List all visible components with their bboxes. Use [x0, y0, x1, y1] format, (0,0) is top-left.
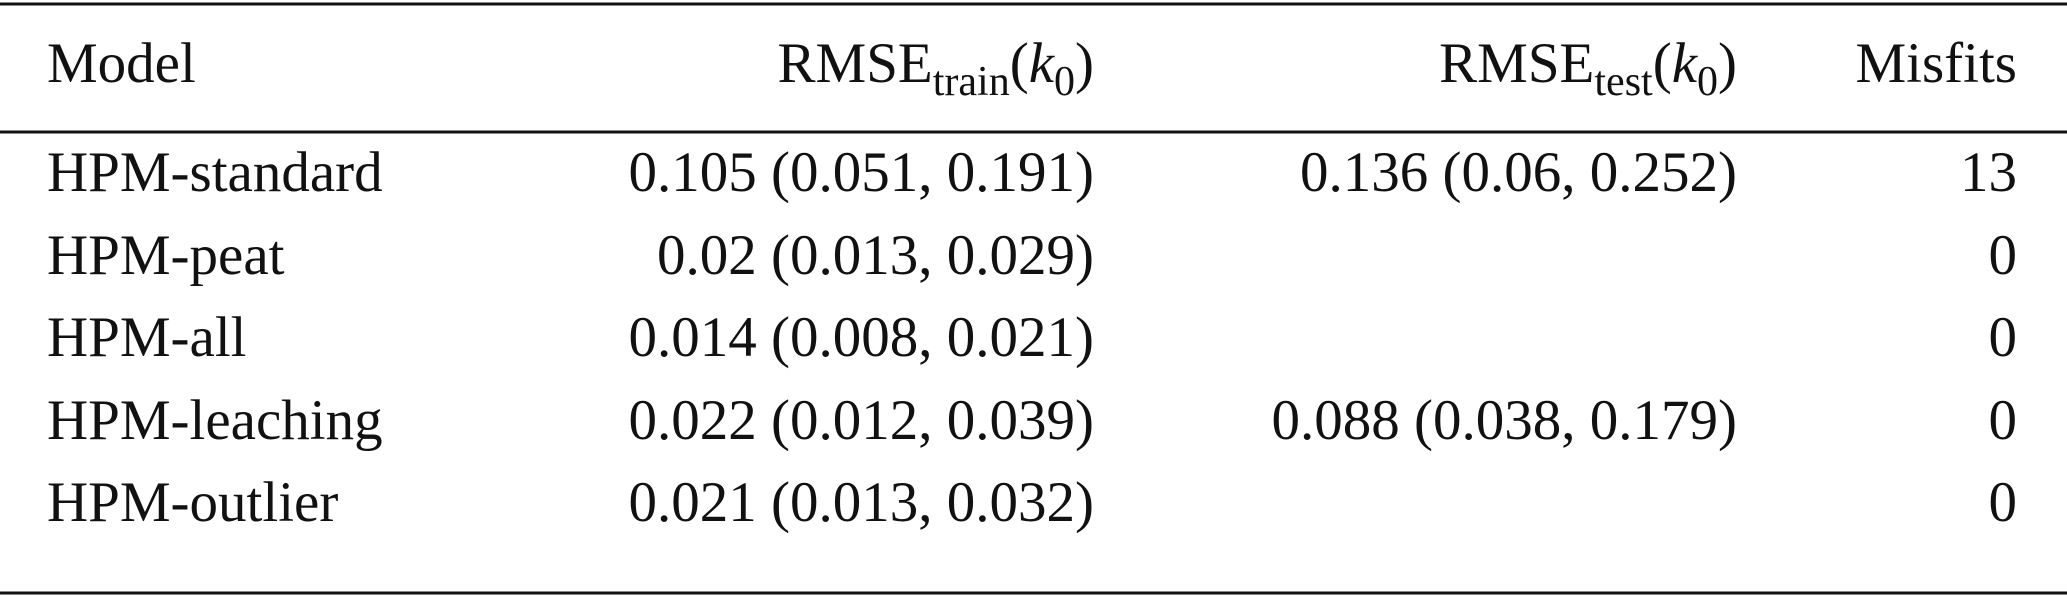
header-segment: 0 — [1054, 59, 1075, 105]
header-segment: RMSE — [778, 32, 933, 95]
table-cell: HPM-all — [47, 306, 247, 369]
header-segment: test — [1594, 59, 1653, 105]
table-cell: HPM-outlier — [47, 471, 338, 534]
table-cell: 0.021 (0.013, 0.032) — [629, 471, 1094, 534]
table-cell: 13 — [1960, 141, 2017, 204]
header-segment: train — [933, 59, 1010, 105]
table-cell: 0.136 (0.06, 0.252) — [1300, 141, 1737, 204]
header-segment: Model — [47, 32, 196, 95]
table-cell: 0 — [1989, 224, 2018, 287]
header-segment: ) — [1075, 32, 1094, 95]
table-cell: HPM-standard — [47, 141, 383, 204]
header-segment: RMSE — [1439, 32, 1594, 95]
header-segment: 0 — [1697, 59, 1718, 105]
header-cell: Misfits — [1855, 32, 2017, 95]
header-cell: Model — [47, 32, 196, 95]
table-cell: 0 — [1989, 471, 2018, 534]
header-segment: k — [1029, 32, 1056, 95]
table-cell: 0.105 (0.051, 0.191) — [629, 141, 1094, 204]
table-cell: 0.022 (0.012, 0.039) — [629, 389, 1094, 452]
header-segment: Misfits — [1855, 32, 2017, 95]
table-cell: 0 — [1989, 306, 2018, 369]
table-cell: HPM-leaching — [47, 389, 383, 452]
header-segment: ( — [1010, 32, 1029, 95]
header-segment: ) — [1718, 32, 1737, 95]
table-cell: 0.014 (0.008, 0.021) — [629, 306, 1094, 369]
table-cell: 0.088 (0.038, 0.179) — [1272, 389, 1737, 452]
table-cell: 0 — [1989, 389, 2018, 452]
header-segment: ( — [1653, 32, 1672, 95]
header-segment: k — [1672, 32, 1699, 95]
table-cell: HPM-peat — [47, 224, 285, 287]
header-cell: RMSEtrain(k0) — [778, 32, 1094, 105]
table-cell: 0.02 (0.013, 0.029) — [657, 224, 1094, 287]
header-cell: RMSEtest(k0) — [1439, 32, 1737, 105]
